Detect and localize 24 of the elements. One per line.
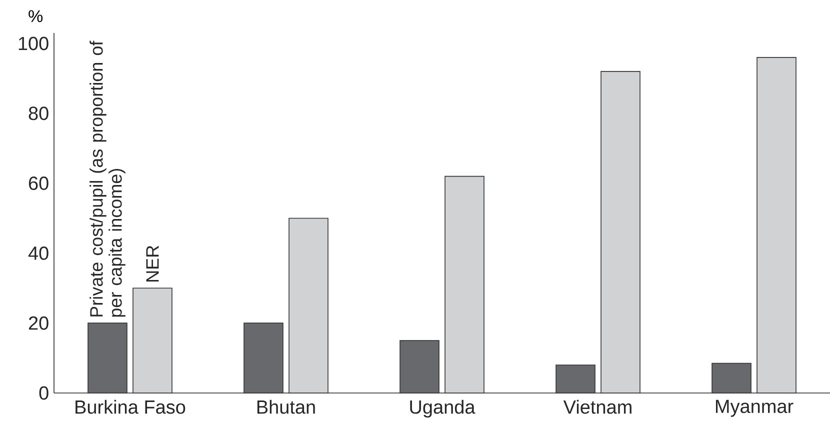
y-tick-label: 100 (18, 36, 48, 50)
x-tick-label: Burkina Faso (76, 400, 186, 414)
x-tick-label: Bhutan (257, 400, 315, 414)
y-tick-label: 80 (28, 106, 48, 120)
bar (756, 57, 796, 394)
y-tick-label: 60 (28, 176, 48, 190)
bar (88, 322, 128, 394)
x-tick-label: Uganda (410, 400, 476, 418)
bar (244, 322, 284, 394)
x-tick-label: Myanmar (716, 400, 794, 417)
x-tick-label: Vietnam (563, 400, 632, 414)
bar (600, 71, 640, 394)
y-tick-label: 40 (28, 246, 48, 260)
bar (132, 288, 172, 394)
y-axis-title: % (28, 10, 43, 22)
text: NER (146, 246, 159, 282)
bar (444, 176, 484, 394)
bar (400, 340, 440, 394)
y-tick-label: 0 (39, 386, 48, 400)
bar (712, 362, 752, 394)
bar (288, 218, 328, 394)
y-tick-label: 20 (28, 316, 48, 330)
text: Private cost/pupil (as proportion of per capita income) (90, 40, 126, 317)
bar (556, 364, 596, 394)
